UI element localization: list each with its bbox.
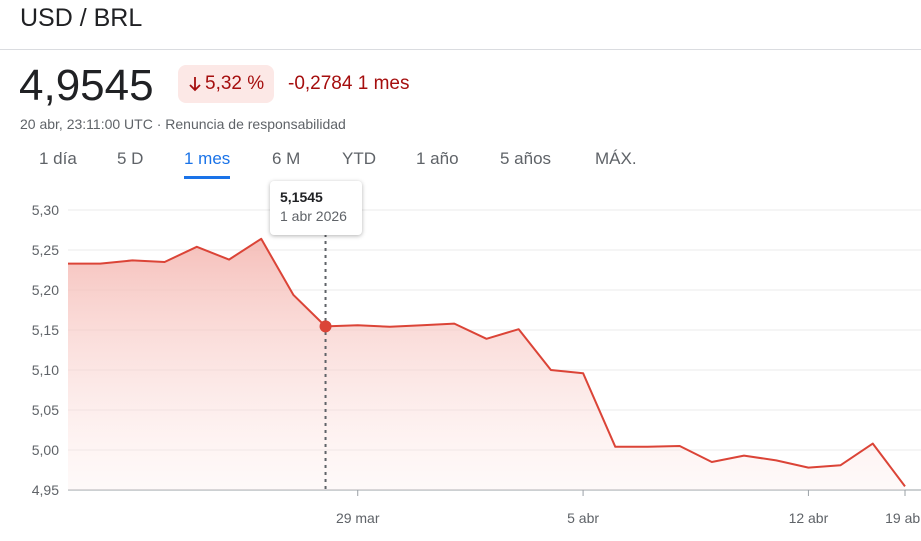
x-tick-label: 5 abr	[567, 510, 599, 526]
series-area	[68, 238, 905, 490]
header-divider	[0, 49, 921, 50]
tab-1-day[interactable]: 1 día	[39, 149, 77, 168]
data-point[interactable]	[129, 257, 135, 263]
data-point[interactable]	[162, 259, 168, 265]
data-point[interactable]	[97, 261, 103, 267]
highlight-point	[319, 320, 332, 333]
tab-1-month[interactable]: 1 mes	[184, 146, 231, 179]
tab-1-year[interactable]: 1 año	[416, 149, 459, 168]
tab-6-months[interactable]: 6 M	[272, 149, 301, 168]
data-point[interactable]	[580, 370, 586, 376]
y-tick-label: 5,25	[32, 242, 59, 258]
timestamp-disclaimer: 20 abr, 23:11:00 UTC · Renuncia de respo…	[20, 116, 346, 132]
tooltip-date: 1 abr 2026	[280, 208, 347, 224]
data-point[interactable]	[194, 244, 200, 250]
y-tick-label: 5,30	[32, 202, 59, 218]
series-line	[68, 237, 906, 488]
chart-tooltip: 5,1545 1 abr 2026	[270, 181, 362, 235]
data-point[interactable]	[612, 444, 618, 450]
data-point[interactable]	[677, 443, 683, 449]
y-tick-label: 5,05	[32, 402, 59, 418]
x-tick-label: 19 abr	[885, 510, 921, 526]
data-point[interactable]	[548, 367, 554, 373]
tooltip-value: 5,1545	[280, 189, 323, 205]
data-point[interactable]	[65, 261, 71, 267]
data-point[interactable]	[838, 462, 844, 468]
data-point[interactable]	[355, 322, 361, 328]
price-chart[interactable]: 5,30 5,25 5,20 5,15 5,10 5,05 5,00 4,95 29 mar 5 …	[0, 180, 921, 541]
data-point[interactable]	[451, 321, 457, 327]
data-point[interactable]	[741, 453, 747, 459]
range-tabs: 1 día 5 D 1 mes 6 M YTD 1 año 5 años MÁX…	[0, 146, 700, 180]
data-point[interactable]	[258, 236, 264, 242]
data-point[interactable]	[419, 322, 425, 328]
percent-change-value: 5,32 %	[205, 73, 265, 94]
data-point[interactable]	[709, 459, 715, 465]
data-point[interactable]	[290, 292, 296, 298]
y-tick-label: 4,95	[32, 482, 59, 498]
data-point[interactable]	[870, 441, 876, 447]
data-point[interactable]	[902, 483, 908, 489]
percent-change-badge: 5,32 %	[178, 65, 275, 103]
data-point[interactable]	[773, 457, 779, 463]
page-title: USD / BRL	[20, 4, 143, 32]
x-tick-label: 29 mar	[336, 510, 380, 526]
data-point[interactable]	[516, 326, 522, 332]
absolute-change: -0,2784 1 mes	[288, 73, 410, 94]
data-point[interactable]	[484, 336, 490, 342]
current-price: 4,9545	[19, 61, 154, 110]
data-point[interactable]	[226, 257, 232, 263]
tab-5-days[interactable]: 5 D	[117, 149, 144, 168]
data-point[interactable]	[805, 465, 811, 471]
y-tick-label: 5,15	[32, 322, 59, 338]
tab-max[interactable]: MÁX.	[595, 149, 637, 168]
x-tick-label: 12 abr	[789, 510, 829, 526]
data-point[interactable]	[644, 444, 650, 450]
y-tick-label: 5,00	[32, 442, 59, 458]
arrow-down-icon	[189, 77, 201, 92]
tab-5-years[interactable]: 5 años	[500, 149, 552, 168]
tab-ytd[interactable]: YTD	[342, 149, 376, 168]
y-tick-label: 5,10	[32, 362, 59, 378]
y-tick-label: 5,20	[32, 282, 59, 298]
data-point[interactable]	[387, 324, 393, 330]
